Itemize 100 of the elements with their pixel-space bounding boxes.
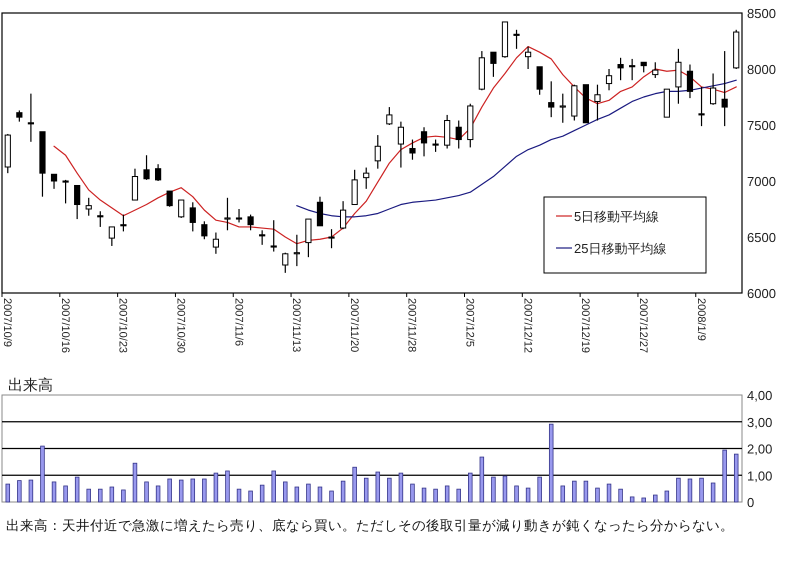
y-tick-label: 1,00 <box>747 468 772 484</box>
x-tick-label: 2007/11/13 <box>290 298 302 352</box>
bar <box>6 484 10 502</box>
candlestick <box>74 184 80 220</box>
candlestick <box>698 86 705 127</box>
candlestick <box>212 232 220 254</box>
candlestick <box>294 234 300 267</box>
bar <box>306 484 311 502</box>
candlestick <box>97 210 104 228</box>
y-tick-label: 4,00 <box>747 388 772 403</box>
candlestick <box>190 202 196 232</box>
bar <box>340 480 346 502</box>
bar <box>606 484 612 502</box>
legend-label: 25日移動平均線 <box>574 241 666 256</box>
candlestick <box>710 72 716 106</box>
bar <box>444 486 450 502</box>
bar <box>376 472 380 502</box>
candlestick <box>166 190 173 208</box>
bar <box>398 472 404 502</box>
bar <box>40 446 45 502</box>
candlestick <box>282 252 288 274</box>
bar <box>167 478 172 502</box>
bar <box>422 488 426 502</box>
candlestick <box>640 62 647 73</box>
candlestick <box>86 197 92 216</box>
bar <box>52 482 56 502</box>
candlestick <box>490 52 497 78</box>
y-tick-label: 8500 <box>747 6 776 21</box>
y-tick-label: 7500 <box>747 118 776 133</box>
bar <box>283 482 288 502</box>
bar <box>618 488 623 502</box>
bar <box>63 486 68 502</box>
bar <box>364 478 368 502</box>
bar <box>132 462 138 502</box>
candlestick <box>328 228 335 249</box>
bar <box>734 454 738 502</box>
y-tick-label: 2,00 <box>747 442 772 456</box>
x-tick-label: 2007/10/16 <box>58 298 71 354</box>
bar <box>28 480 34 502</box>
bar <box>387 478 392 502</box>
candlestick <box>62 179 69 204</box>
x-tick-label: 2007/10/30 <box>174 298 186 354</box>
y-tick-label: 3,00 <box>747 414 772 430</box>
bar <box>502 476 508 502</box>
bar <box>572 480 577 502</box>
bar <box>352 466 357 502</box>
bar <box>676 478 681 502</box>
candlestick <box>120 214 127 232</box>
x-tick-label: 2007/12/12 <box>521 298 534 354</box>
bar <box>271 470 276 502</box>
bar <box>178 480 184 502</box>
bar <box>688 478 692 502</box>
legend-label: 5日移動平均線 <box>574 209 660 224</box>
candlestick <box>548 80 554 118</box>
x-tick-label: 2007/11/6 <box>232 298 244 346</box>
bar <box>248 490 253 502</box>
candlestick <box>340 200 346 230</box>
bar <box>156 486 160 502</box>
candlestick <box>154 164 162 182</box>
x-tick-label: 2007/10/23 <box>116 298 129 354</box>
x-tick-label: 2007/11/28 <box>406 298 418 352</box>
bar <box>664 490 670 502</box>
candlestick <box>16 110 22 122</box>
candlestick <box>409 138 416 160</box>
bar <box>236 488 242 502</box>
candlestick <box>456 120 462 150</box>
x-tick-label: 2007/11/20 <box>348 298 360 352</box>
bar <box>653 494 658 502</box>
bar <box>214 472 218 502</box>
candlestick <box>652 62 658 79</box>
bar <box>121 490 126 502</box>
y-tick-label: 7000 <box>747 174 776 189</box>
candlestick <box>132 168 138 201</box>
candlestick <box>259 230 266 246</box>
candlestick <box>201 220 208 240</box>
bar <box>641 498 646 502</box>
bar <box>190 478 196 502</box>
candlestick <box>524 46 532 70</box>
line-series <box>53 46 737 244</box>
y-tick-label: 6000 <box>747 286 776 301</box>
candlestick <box>143 154 150 180</box>
bar <box>86 488 91 502</box>
candlestick <box>420 126 428 157</box>
candlestick <box>594 84 601 122</box>
x-tick-label: 2007/10/9 <box>1 298 13 347</box>
bar <box>260 484 264 502</box>
candlestick <box>247 214 254 231</box>
candlestick <box>28 93 34 142</box>
bar <box>202 478 207 502</box>
bar <box>17 480 22 502</box>
bar <box>318 486 322 502</box>
text: 出来高：天井付近で急激に増えたら売り、底なら買い。ただしその後取引量が減り動きが鈍くなったら分からない。 <box>6 517 734 533</box>
y-tick-label: 0 <box>747 495 754 510</box>
candlestick <box>108 226 115 247</box>
candlestick <box>536 66 543 96</box>
candlestick <box>50 174 58 190</box>
y-tick-label: 8000 <box>747 62 776 77</box>
x-tick-label: 2008/1/9 <box>694 298 707 341</box>
bar <box>548 424 554 502</box>
candlestick <box>432 138 439 152</box>
